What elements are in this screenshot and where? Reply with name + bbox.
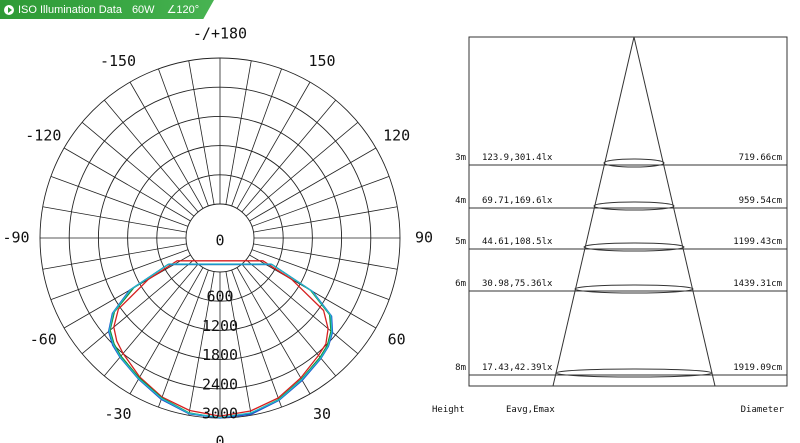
grid-spoke [129, 267, 204, 395]
angle-tick-label: -150 [100, 52, 136, 70]
grid-spoke [241, 99, 337, 213]
row-height-label: 3m [455, 153, 466, 163]
row-height-label: 6m [455, 279, 466, 289]
grid-spoke [63, 147, 191, 222]
grid-spoke [103, 99, 199, 213]
grid-spoke [50, 176, 189, 227]
row-illuminance: 123.9,301.4lx [482, 153, 553, 163]
grid-spoke [253, 243, 398, 270]
column-header-eavg-emax: Eavg,Emax [506, 405, 555, 415]
row-diameter: 1919.09cm [733, 363, 782, 373]
cone-frame-box [468, 36, 788, 387]
radial-tick-label: 1800 [202, 346, 238, 364]
row-illuminance: 30.98,75.36lx [482, 279, 553, 289]
row-diameter: 1439.31cm [733, 279, 782, 289]
polar-labels: 0 600 1200 1800 2400 3000 -/+180 150 120 90 60 30 0 -… [2, 25, 433, 443]
beam-ellipse [574, 284, 694, 294]
header-angle: ∠120° [166, 4, 200, 16]
column-header-diameter: Diameter [741, 405, 785, 415]
cone-frame [468, 36, 788, 387]
grid-spoke [251, 176, 390, 227]
angle-tick-label: 120 [383, 127, 410, 145]
radial-tick-label: 3000 [202, 405, 238, 423]
grid-spoke [129, 81, 204, 209]
angle-tick-label: 60 [388, 331, 406, 349]
radial-tick-label: 600 [206, 288, 233, 306]
grid-spoke [188, 60, 215, 205]
angle-tick-label: -120 [25, 127, 61, 145]
cone-chart: 3m 123.9,301.4lx 719.66cm 4m 69.71,169.6lx 95… [432, 36, 788, 415]
header-power: 60W [131, 3, 155, 16]
cone-edge-left [552, 36, 635, 387]
cone-rows: 3m 123.9,301.4lx 719.66cm 4m 69.71,169.6lx 95… [455, 153, 787, 378]
polar-chart: 0 600 1200 1800 2400 3000 -/+180 150 120 90 60 30 0 -… [2, 25, 433, 443]
grid-spoke [188, 271, 215, 416]
grid-spoke [42, 206, 187, 233]
grid-spoke [81, 259, 195, 355]
polar-grid [39, 57, 401, 419]
grid-spoke [50, 249, 189, 300]
beam-ellipse [603, 158, 665, 168]
header-title: ISO Illumination Data [18, 3, 122, 16]
angle-tick-label: -60 [30, 331, 57, 349]
grid-spoke [158, 269, 209, 408]
angle-tick-label: 150 [308, 52, 335, 70]
grid-spoke [225, 60, 252, 205]
beam-ellipse [593, 201, 675, 211]
row-height-label: 5m [455, 237, 466, 247]
radial-tick-label: 0 [215, 232, 224, 250]
angle-tick-label: 0 [215, 433, 224, 443]
play-circle-icon [4, 4, 14, 15]
grid-spoke [236, 267, 311, 395]
row-height-label: 8m [455, 363, 466, 373]
grid-spoke [245, 259, 359, 355]
grid-spoke [245, 121, 359, 217]
row-diameter: 719.66cm [739, 153, 782, 163]
column-header-height: Height [432, 405, 465, 415]
angle-tick-label: -30 [104, 405, 131, 423]
grid-spoke [63, 254, 191, 329]
grid-spoke [241, 263, 337, 377]
row-illuminance: 44.61,108.5lx [482, 237, 553, 247]
radial-tick-label: 1200 [202, 317, 238, 335]
polar-series [107, 260, 334, 419]
grid-spoke [231, 269, 282, 408]
row-diameter: 959.54cm [739, 196, 782, 206]
grid-spoke [231, 68, 282, 207]
grid-spoke [158, 68, 209, 207]
grid-spoke [236, 81, 311, 209]
grid-spoke [81, 121, 195, 217]
beam-ellipse [555, 368, 713, 378]
polar-series-line [108, 263, 333, 419]
grid-spoke [42, 243, 187, 270]
row-illuminance: 69.71,169.6lx [482, 196, 553, 206]
grid-spoke [253, 206, 398, 233]
grid-spoke [225, 271, 252, 416]
cone-header: Height Eavg,Emax Diameter [432, 405, 785, 415]
grid-spoke [249, 147, 377, 222]
angle-tick-label: 90 [415, 229, 433, 247]
angle-tick-label: 30 [313, 405, 331, 423]
row-height-label: 4m [455, 196, 466, 206]
row-illuminance: 17.43,42.39lx [482, 363, 553, 373]
radial-tick-label: 2400 [202, 375, 238, 393]
beam-ellipse [583, 242, 685, 252]
row-diameter: 1199.43cm [733, 237, 782, 247]
header-bar: ISO Illumination Data 60W ∠120° [0, 0, 214, 19]
grid-spoke [103, 263, 199, 377]
grid-spoke [251, 249, 390, 300]
angle-tick-label: -/+180 [193, 25, 247, 43]
angle-tick-label: -90 [2, 229, 29, 247]
polar-series-line [113, 260, 329, 417]
cone-edge-right [633, 36, 716, 387]
